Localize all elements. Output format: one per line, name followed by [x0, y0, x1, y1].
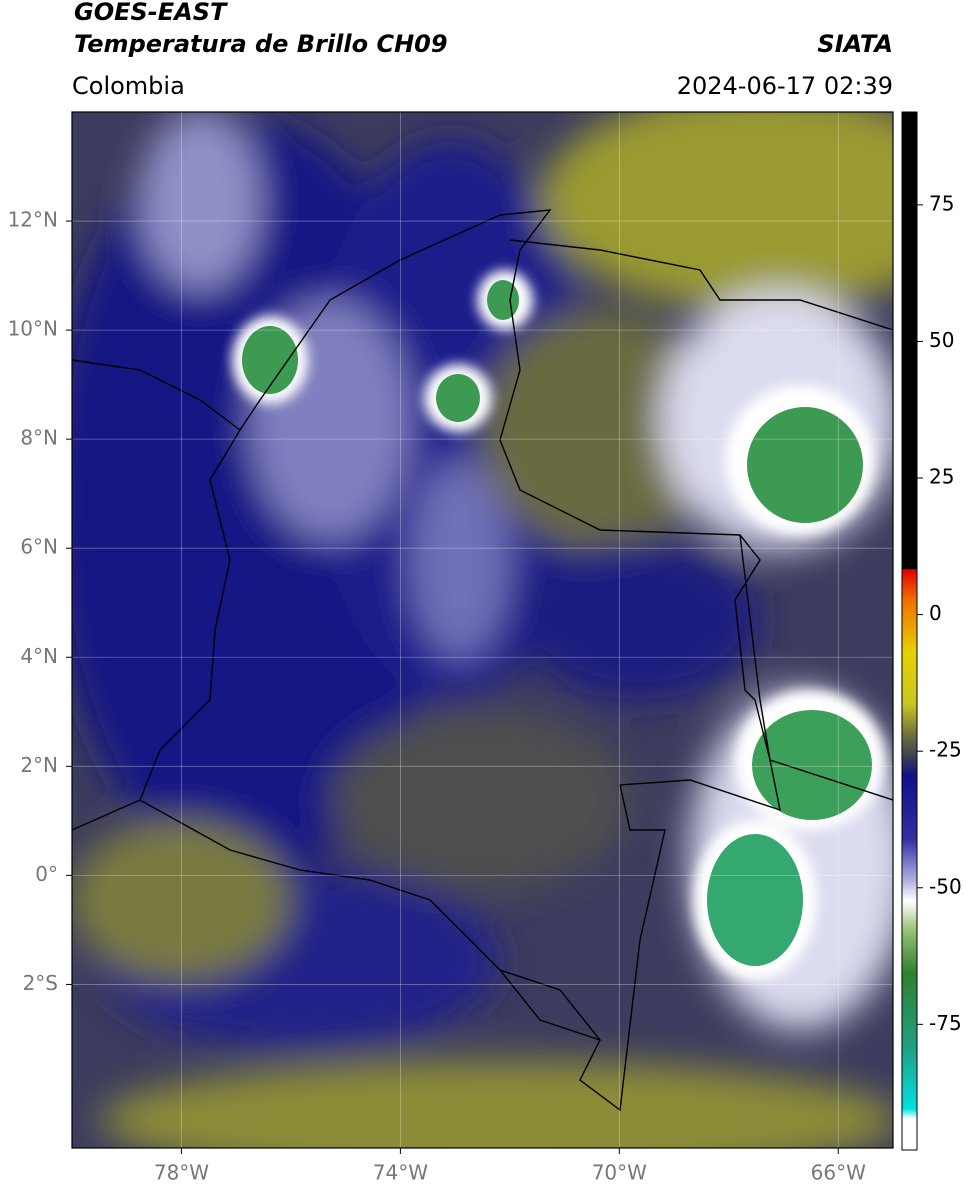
title: GOES-EAST: [74, 0, 228, 26]
region: Colombia: [72, 72, 185, 100]
colorbar-tick-label: 0: [929, 601, 942, 625]
lat-tick-label: 8°N: [20, 426, 58, 450]
lat-tick-label: 4°N: [20, 644, 58, 668]
lat-tick-label: 6°N: [20, 535, 58, 559]
lon-tick-label: 78°W: [154, 1161, 209, 1185]
colorbar-tick-label: 25: [929, 465, 954, 489]
datetime: 2024-06-17 02:39: [677, 72, 893, 100]
source: SIATA: [817, 30, 893, 58]
lon-tick-label: 74°W: [373, 1161, 428, 1185]
lat-tick-label: 0°: [35, 862, 58, 886]
lat-tick-label: 10°N: [8, 317, 58, 341]
colorbar: [901, 111, 918, 1151]
colorbar-tick-label: 50: [929, 328, 954, 352]
colorbar-tick-label: 75: [929, 191, 954, 215]
satellite-image: [72, 112, 893, 1148]
colorbar-tick-label: -25: [929, 738, 962, 762]
grid: [72, 112, 893, 1148]
lat-tick-label: 2°N: [20, 753, 58, 777]
lat-tick-label: 12°N: [8, 208, 58, 232]
subtitle: Temperatura de Brillo CH09: [74, 30, 448, 58]
colorbar-tick-label: -75: [929, 1011, 962, 1035]
colorbar-tick-label: -50: [929, 874, 962, 898]
lat-tick-label: 2°S: [23, 971, 58, 995]
lon-tick-label: 66°W: [811, 1161, 866, 1185]
map-frame: [71, 111, 894, 1149]
lon-tick-label: 70°W: [592, 1161, 647, 1185]
